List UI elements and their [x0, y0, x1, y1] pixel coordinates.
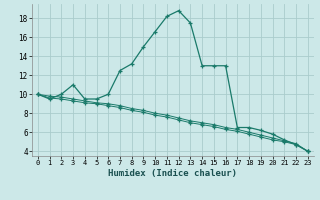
X-axis label: Humidex (Indice chaleur): Humidex (Indice chaleur)	[108, 169, 237, 178]
